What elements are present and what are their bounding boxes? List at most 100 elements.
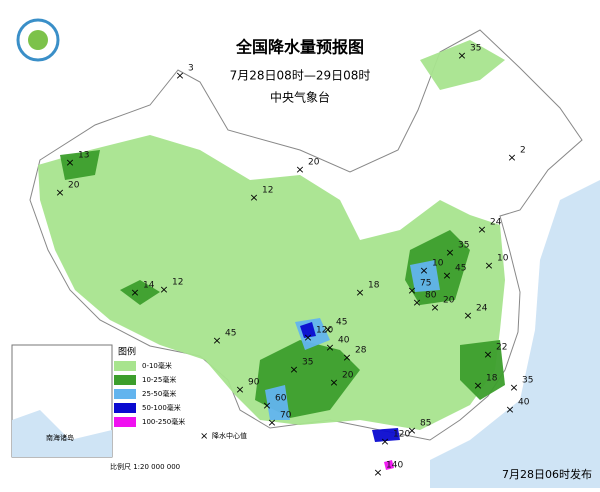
center-value: 12 [172, 278, 183, 288]
center-marker: × [509, 381, 518, 394]
center-marker: × [445, 246, 454, 259]
legend-center-label: 降水中心值 [212, 431, 247, 440]
title: 全国降水量预报图 [235, 38, 364, 57]
center-marker: × [267, 416, 276, 429]
legend-label: 100-250毫米 [142, 417, 185, 426]
rain-area [372, 428, 400, 442]
legend-swatch [114, 361, 136, 371]
center-value: 10 [497, 254, 509, 264]
center-marker: × [484, 259, 493, 272]
center-value: 140 [386, 461, 403, 471]
center-marker: × [325, 341, 334, 354]
center-marker: × [457, 49, 466, 62]
legend-swatch [114, 389, 136, 399]
center-value: 20 [443, 296, 455, 306]
center-value: 70 [280, 411, 292, 421]
center-value: 3 [188, 64, 194, 74]
center-marker: × [407, 424, 416, 437]
legend-swatch [114, 417, 136, 427]
center-value: 24 [490, 218, 502, 228]
center-value: 40 [338, 336, 350, 346]
center-value: 80 [425, 291, 437, 301]
period: 7月28日08时—29日08时 [230, 69, 371, 83]
rain-area [60, 150, 100, 180]
center-value: 90 [248, 378, 260, 388]
center-value: 20 [68, 181, 80, 191]
center-marker: × [355, 286, 364, 299]
center-value: 22 [496, 343, 507, 353]
center-marker: × [175, 69, 184, 82]
rain-area [460, 340, 505, 400]
legend-label: 50-100毫米 [142, 403, 181, 412]
center-marker: × [212, 334, 221, 347]
rain-area [420, 40, 505, 90]
center-marker: × [303, 331, 312, 344]
center-marker: × [483, 348, 492, 361]
center-marker: × [289, 363, 298, 376]
inset-label: 南海诸岛 [46, 433, 74, 442]
center-value: 60 [275, 394, 287, 404]
center-value: 35 [302, 358, 313, 368]
legend-swatch [114, 375, 136, 385]
center-value: 35 [470, 44, 481, 54]
center-marker: × [373, 466, 382, 479]
legend-label: 10-25毫米 [142, 375, 176, 384]
inset-sea [12, 410, 112, 457]
center-marker: × [380, 435, 389, 448]
center-marker: × [442, 269, 451, 282]
rain-area [300, 322, 316, 338]
center-marker: × [342, 351, 351, 364]
center-marker: × [323, 323, 332, 336]
center-value: 18 [368, 281, 380, 291]
sea [430, 180, 600, 488]
center-value: 20 [308, 158, 320, 168]
center-marker: × [507, 151, 516, 164]
center-value: 120 [316, 326, 333, 336]
center-marker: × [477, 223, 486, 236]
issued: 7月28日06时发布 [502, 467, 592, 481]
legend-label: 25-50毫米 [142, 389, 176, 398]
center-marker: × [65, 156, 74, 169]
rain-area [38, 135, 505, 430]
center-marker: × [407, 284, 416, 297]
center-marker: × [473, 379, 482, 392]
center-value: 75 [420, 279, 431, 289]
agency: 中央气象台 [270, 90, 330, 105]
center-value: 14 [143, 281, 155, 291]
legend-label: 0-10毫米 [142, 361, 172, 370]
scale-label: 比例尺 1:20 000 000 [110, 462, 180, 471]
rain-area [384, 460, 394, 470]
legend-swatch [114, 403, 136, 413]
center-marker: × [463, 309, 472, 322]
center-value: 20 [342, 371, 354, 381]
rain-area [265, 385, 290, 420]
center-marker: × [262, 399, 271, 412]
logo-inner [28, 30, 48, 50]
legend-marker: × [200, 431, 208, 442]
center-value: 35 [458, 241, 469, 251]
center-marker: × [430, 301, 439, 314]
center-value: 24 [476, 304, 488, 314]
center-value: 40 [518, 398, 530, 408]
legend-title: 图例 [118, 346, 136, 358]
center-value: 85 [420, 419, 431, 429]
center-value: 28 [355, 346, 367, 356]
center-marker: × [130, 286, 139, 299]
center-value: 18 [486, 374, 498, 384]
center-value: 10 [432, 259, 444, 269]
center-marker: × [412, 296, 421, 309]
center-marker: × [295, 163, 304, 176]
center-marker: × [419, 264, 428, 277]
center-value: 2 [520, 146, 526, 156]
center-value: 45 [225, 329, 236, 339]
center-marker: × [55, 186, 64, 199]
center-marker: × [329, 376, 338, 389]
center-marker: × [505, 403, 514, 416]
center-value: 13 [78, 151, 89, 161]
center-marker: × [159, 283, 168, 296]
center-marker: × [249, 191, 258, 204]
rain-area [120, 280, 160, 305]
rain-area [410, 260, 440, 292]
center-marker: × [235, 383, 244, 396]
